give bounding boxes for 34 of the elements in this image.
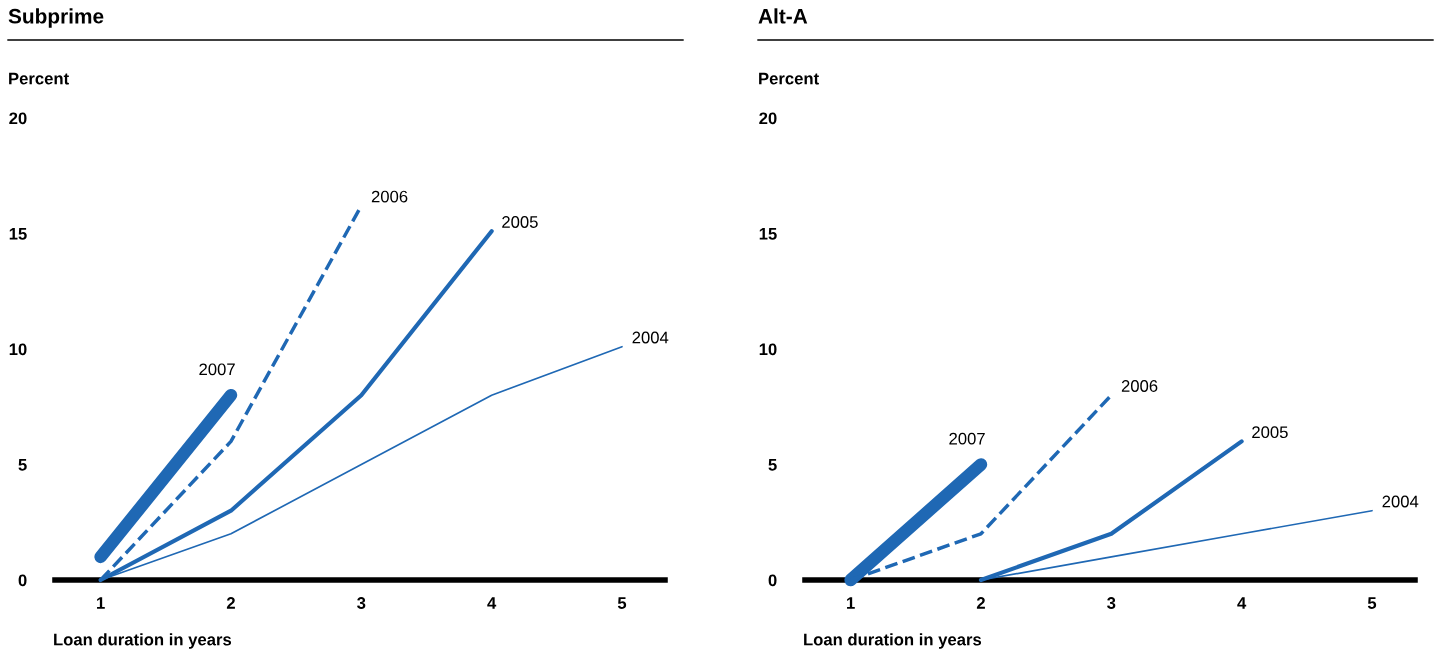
y-axis-title: Percent	[759, 72, 819, 85]
x-axis-title: Loan duration in years	[54, 633, 232, 649]
series-label: 2004	[632, 331, 669, 344]
y-tick-label: 10	[759, 343, 777, 356]
y-tick-label: 5	[768, 459, 777, 471]
y-tick-label: 5	[18, 459, 27, 471]
x-tick-label: 1	[847, 597, 855, 609]
x-axis-title: Loan duration in years	[804, 633, 982, 649]
chart-title: Alt-A	[758, 8, 808, 24]
y-tick-label: 15	[9, 228, 27, 240]
series-label: 2004	[1382, 495, 1419, 508]
y-tick-label: 10	[9, 343, 27, 356]
x-tick-label: 4	[487, 597, 497, 609]
x-tick-label: 3	[357, 597, 366, 609]
x-tick-label: 3	[1107, 597, 1116, 609]
x-tick-label: 5	[617, 597, 627, 609]
y-axis-title: Percent	[9, 72, 69, 85]
y-tick-label: 0	[768, 574, 777, 587]
y-tick-label: 0	[18, 574, 27, 587]
series-label: 2007	[949, 432, 985, 445]
x-tick-label: 5	[1367, 597, 1377, 609]
x-tick-label: 4	[1237, 597, 1247, 609]
x-tick-label: 2	[976, 597, 985, 609]
y-tick-label: 20	[9, 112, 27, 125]
y-tick-label: 20	[759, 112, 777, 125]
chart-title: Subprime	[8, 8, 104, 28]
series-label: 2005	[1252, 426, 1288, 439]
series-label: 2006	[371, 190, 408, 203]
y-tick-label: 15	[759, 228, 777, 240]
series-label: 2007	[199, 363, 235, 376]
x-tick-label: 2	[226, 597, 235, 609]
x-tick-label: 1	[97, 597, 105, 609]
series-label: 2005	[502, 216, 538, 228]
series-label: 2006	[1121, 380, 1158, 392]
